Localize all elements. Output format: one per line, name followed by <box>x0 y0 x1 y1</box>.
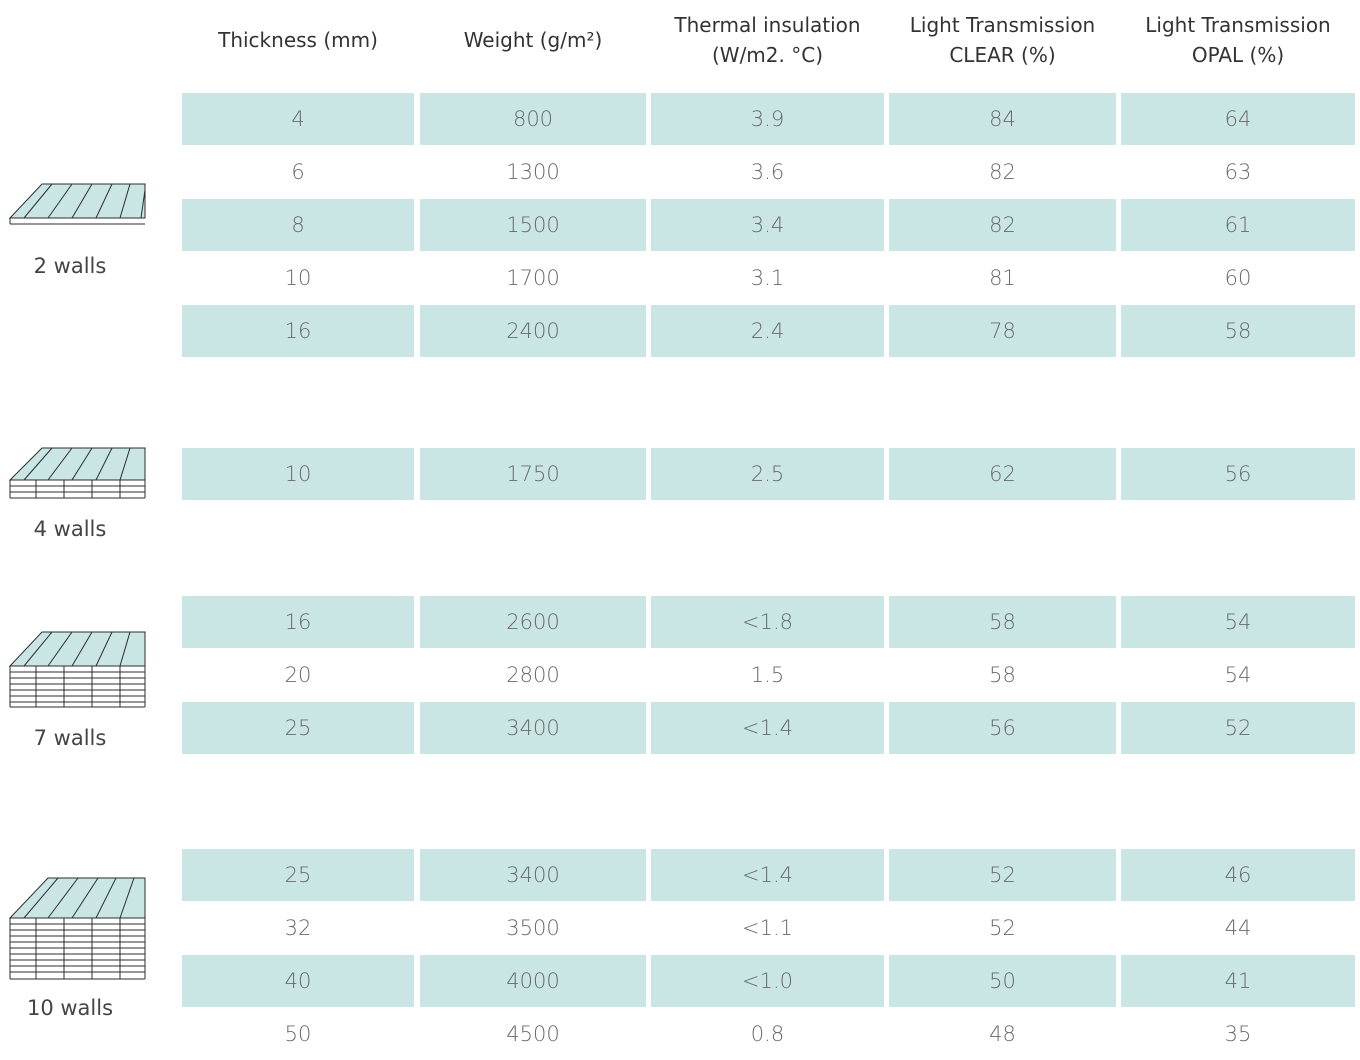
group-label: 4 walls <box>33 517 107 541</box>
cell: 50 <box>889 955 1116 1007</box>
header-line: Light Transmission <box>1145 13 1331 37</box>
cell: 8 <box>182 199 414 251</box>
cell: 1300 <box>506 160 560 184</box>
cell: 58 <box>889 596 1116 648</box>
cell: 52 <box>889 849 1116 901</box>
column-header: Light Transmission CLEAR (%) <box>879 8 1126 72</box>
cell: 48 <box>989 1022 1016 1046</box>
cell: 20 <box>284 663 312 687</box>
cell: 2400 <box>420 305 646 357</box>
cell: 800 <box>420 93 646 145</box>
cell: <1.0 <box>651 955 884 1007</box>
cell: 82 <box>889 199 1116 251</box>
cell: 10 <box>182 448 414 500</box>
cell: 2.4 <box>651 305 884 357</box>
cell: 3.4 <box>651 199 884 251</box>
icon-4-walls <box>8 447 146 499</box>
cell: 81 <box>989 266 1016 290</box>
cell: 58 <box>989 663 1016 687</box>
cell: 25 <box>182 702 414 754</box>
header-line: Thickness (mm) <box>218 28 378 52</box>
cell: 44 <box>1224 916 1252 940</box>
cell: 16 <box>182 305 414 357</box>
column-header: Thickness (mm) <box>172 8 424 72</box>
cell: 56 <box>889 702 1116 754</box>
cell: 40 <box>182 955 414 1007</box>
icon-7-walls <box>8 631 146 708</box>
cell: 64 <box>1121 93 1355 145</box>
cell: 41 <box>1121 955 1355 1007</box>
cell: 1750 <box>420 448 646 500</box>
cell: 1500 <box>420 199 646 251</box>
cell: <1.8 <box>651 596 884 648</box>
cell: 54 <box>1224 663 1252 687</box>
cell: 82 <box>989 160 1016 184</box>
cell: 3500 <box>506 916 560 940</box>
cell: 1.5 <box>750 663 785 687</box>
group-label: 10 walls <box>26 996 114 1020</box>
header-line: CLEAR (%) <box>949 43 1056 67</box>
cell: 2.5 <box>651 448 884 500</box>
cell: 3.1 <box>750 266 785 290</box>
cell: 78 <box>889 305 1116 357</box>
cell: 4000 <box>420 955 646 1007</box>
header-line: Weight (g/m²) <box>463 28 603 52</box>
header-line: (W/m2. °C) <box>711 43 823 67</box>
cell: 25 <box>182 849 414 901</box>
cell: 1700 <box>506 266 560 290</box>
cell: <1.4 <box>651 702 884 754</box>
cell: 3.9 <box>651 93 884 145</box>
cell: 60 <box>1224 266 1252 290</box>
cell: <1.1 <box>742 916 793 940</box>
icon-2-walls <box>8 183 146 225</box>
cell: 84 <box>889 93 1116 145</box>
cell: 6 <box>291 160 305 184</box>
cell: 56 <box>1121 448 1355 500</box>
cell: 50 <box>284 1022 312 1046</box>
cell: 61 <box>1121 199 1355 251</box>
cell: 4 <box>182 93 414 145</box>
cell: 16 <box>182 596 414 648</box>
cell: 52 <box>989 916 1016 940</box>
group-label: 7 walls <box>33 726 107 750</box>
cell: 2600 <box>420 596 646 648</box>
cell: <1.4 <box>651 849 884 901</box>
cell: 3.6 <box>750 160 785 184</box>
cell: 63 <box>1224 160 1252 184</box>
cell: 3400 <box>420 702 646 754</box>
cell: 32 <box>284 916 312 940</box>
header-line: Thermal insulation <box>674 13 861 37</box>
cell: 10 <box>284 266 312 290</box>
column-header: Thermal insulation (W/m2. °C) <box>641 8 894 72</box>
cell: 0.8 <box>750 1022 785 1046</box>
header-line: Light Transmission <box>909 13 1096 37</box>
column-header: Weight (g/m²) <box>410 8 656 72</box>
cell: 52 <box>1121 702 1355 754</box>
icon-10-walls <box>8 877 146 980</box>
cell: 3400 <box>420 849 646 901</box>
cell: 35 <box>1224 1022 1252 1046</box>
header-line: OPAL (%) <box>1191 43 1285 67</box>
cell: 46 <box>1121 849 1355 901</box>
cell: 58 <box>1121 305 1355 357</box>
cell: 62 <box>889 448 1116 500</box>
group-label: 2 walls <box>33 254 107 278</box>
cell: 4500 <box>506 1022 560 1046</box>
cell: 2800 <box>506 663 560 687</box>
cell: 54 <box>1121 596 1355 648</box>
column-header: Light Transmission OPAL (%) <box>1111 8 1360 72</box>
